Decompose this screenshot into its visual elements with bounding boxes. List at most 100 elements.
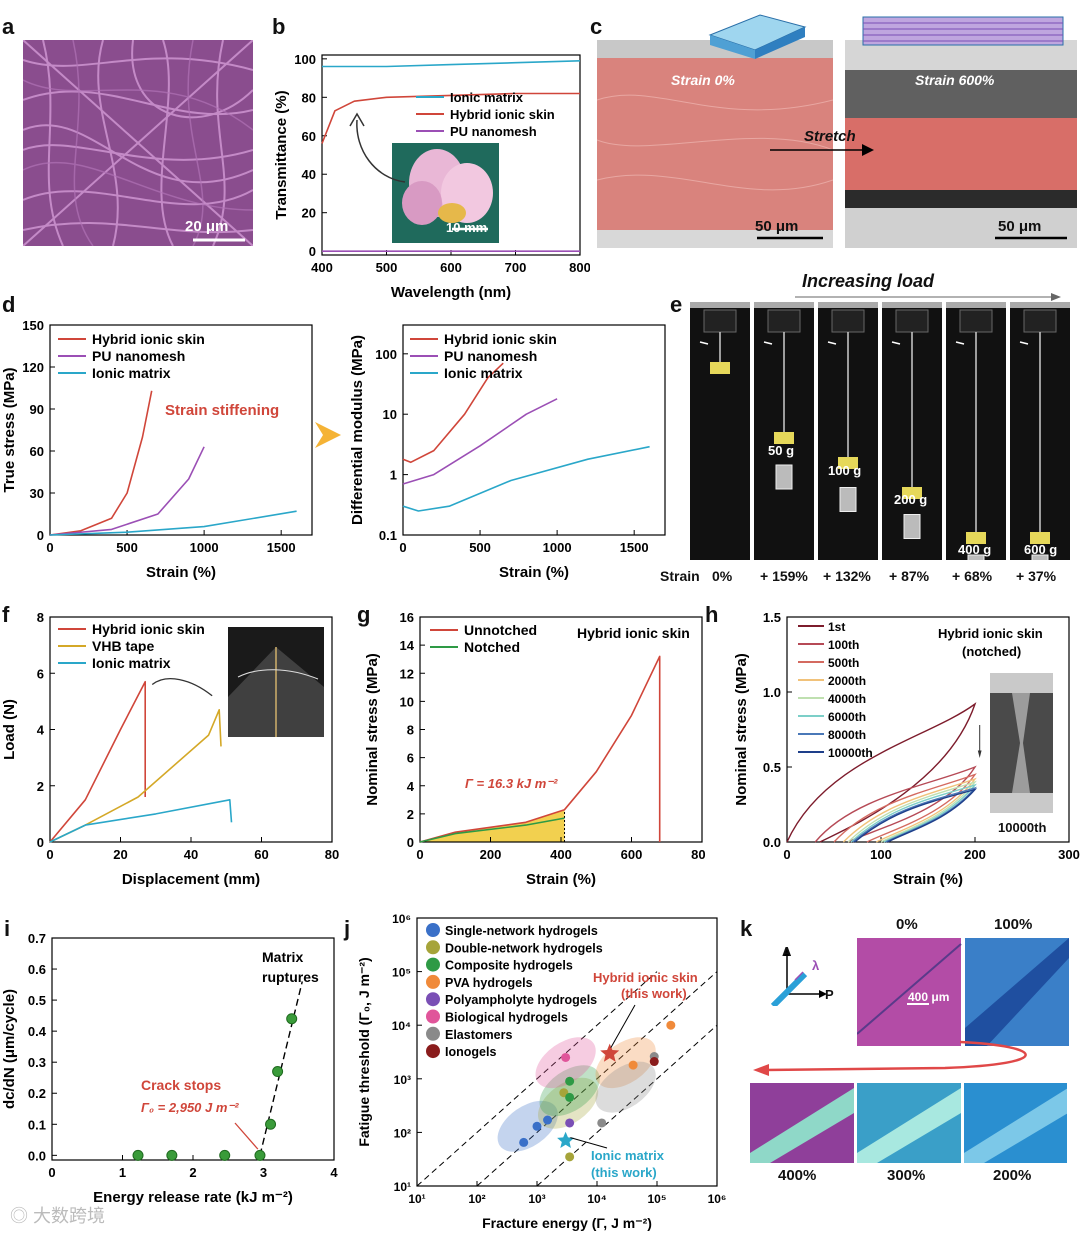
y-tick-label: 120 (22, 360, 44, 375)
legend-label: 4000th (828, 692, 866, 706)
legend-label: 100th (828, 638, 859, 652)
y-tick-label: 1.5 (763, 610, 781, 625)
x-axis-label: Strain (%) (499, 564, 569, 581)
x-tick-label: 1500 (267, 540, 296, 555)
chart-transmittance: 400 500 600 700 800 0 20 40 60 80 100 Wavelength (n… (273, 52, 590, 300)
strain-row-label: Strain (660, 568, 700, 584)
data-point (666, 1020, 676, 1030)
y-tick-label: 0.0 (28, 1148, 46, 1163)
y-axis-label: Nominal stress (MPa) (733, 653, 750, 806)
legend-label: Ionogels (445, 1045, 496, 1059)
legend-marker (426, 1009, 440, 1024)
x-tick-label: 500 (469, 540, 491, 555)
legend-label: Double-network hydrogels (445, 941, 603, 955)
data-point (254, 1149, 266, 1161)
legend-marker (426, 940, 440, 955)
y-axis-label: Fatigue threshold (Γ₀, J m⁻²) (356, 957, 372, 1146)
legend-label: 1st (828, 620, 845, 634)
strain-stiffening-label: Strain stiffening (165, 402, 280, 419)
legend-label: Ionic matrix (92, 655, 171, 671)
panel-label-h: h (705, 602, 719, 627)
legend-marker (426, 957, 440, 972)
y-tick-label: 0.7 (28, 931, 46, 946)
x-tick-label: 400 (311, 260, 333, 275)
x-tick-label: 0 (46, 847, 53, 862)
lower-clip (710, 362, 730, 374)
x-tick-label: 10⁵ (648, 1192, 667, 1206)
y-axis-label: True stress (MPa) (1, 367, 18, 492)
chart-true-stress: 0 500 1000 1500 0 30 60 90 120 150 Strain (%) True … (1, 318, 313, 581)
legend-label: Ionic matrix (444, 365, 523, 381)
white-marker-arrow (699, 341, 709, 345)
strained-band-2 (964, 1088, 1067, 1163)
y-tick-label: 10⁵ (392, 966, 411, 980)
matrix-label-2: (this work) (591, 1165, 657, 1180)
transition-arrow-icon (315, 422, 341, 448)
x-tick-label: 0 (46, 540, 53, 555)
watermark-text: 大数跨境 (33, 1206, 106, 1226)
y-tick-label: 12 (400, 666, 414, 681)
x-tick-label: 800 (691, 847, 705, 862)
x-tick-label: 3 (260, 1165, 267, 1180)
hybrid-pointer (610, 1004, 636, 1048)
stretch-label: Stretch (804, 128, 856, 145)
cluster-region (595, 1061, 656, 1113)
series-line-2 (49, 799, 233, 843)
panel-label-c: c (590, 14, 603, 39)
crack-stop-arrow (234, 1122, 259, 1150)
legend-label: 6000th (828, 710, 866, 724)
cycle-loop-6 (852, 786, 978, 843)
x-tick-label: 300 (1058, 847, 1080, 862)
watermark-logo-icon: ◎ (10, 1206, 28, 1226)
clamp-bar (690, 302, 750, 308)
series-line-0 (419, 655, 661, 843)
gamma-annotation: Γ = 16.3 kJ m⁻² (465, 776, 558, 791)
panel-label-g: g (357, 602, 371, 627)
cycle-loop-1 (814, 765, 977, 843)
data-point (649, 1057, 659, 1067)
binder-clip (895, 309, 929, 333)
scale-bar-label-c2: 50 μm (998, 218, 1042, 235)
chart-title: Hybrid ionic skin (577, 625, 690, 641)
legend-marker (426, 992, 440, 1007)
hybrid-star-marker (600, 1043, 620, 1062)
cycle-loop-4 (847, 780, 977, 843)
mesh-3d-icon-600 (862, 16, 1064, 46)
chart-crack-growth: 0 1 2 3 4 0.0 0.1 0.2 0.3 0.4 0.5 0.6 0.7 Energy rele… (1, 931, 338, 1206)
x-tick-label: 600 (621, 847, 643, 862)
birefringence-top-row (857, 938, 1069, 1046)
data-point (565, 1076, 575, 1086)
cluster-region (535, 1037, 596, 1089)
inset-pointer-arrow (151, 678, 213, 697)
clamp-bar (1010, 302, 1070, 308)
notched-sample-inset (990, 673, 1053, 813)
load-photo-strip (690, 302, 1075, 580)
inset-scale-label: 10 mm (446, 220, 488, 235)
weight-label-100: 100 g (828, 463, 862, 478)
x-tick-label: 0 (399, 540, 406, 555)
white-marker-arrow (891, 341, 901, 345)
y-tick-label: 150 (22, 318, 44, 333)
series-line-1 (49, 446, 205, 536)
y-axis-label: Transmittance (%) (273, 90, 290, 219)
binder-clip (1023, 309, 1057, 333)
binder-clip (703, 309, 737, 333)
hybrid-label-1: Hybrid ionic skin (593, 970, 698, 985)
data-point (286, 1013, 298, 1025)
x-tick-label: 0 (48, 1165, 55, 1180)
x-tick-label: 700 (505, 260, 527, 275)
y-tick-label: 0 (37, 528, 44, 543)
y-tick-label: 0 (309, 244, 316, 259)
series-line-2 (402, 445, 650, 512)
data-point (597, 1118, 607, 1128)
data-point (565, 1092, 575, 1102)
clamp-bar (754, 302, 814, 308)
cycle-loop-7 (854, 788, 978, 843)
x-tick-label: 1000 (190, 540, 219, 555)
x-tick-label: 1000 (543, 540, 572, 555)
y-tick-label: 0 (407, 835, 414, 850)
weight-label-50: 50 g (768, 443, 795, 458)
rupture-label-2: ruptures (262, 969, 319, 985)
cycle-loop-5 (850, 783, 978, 843)
y-tick-label: 10¹ (394, 1180, 411, 1194)
